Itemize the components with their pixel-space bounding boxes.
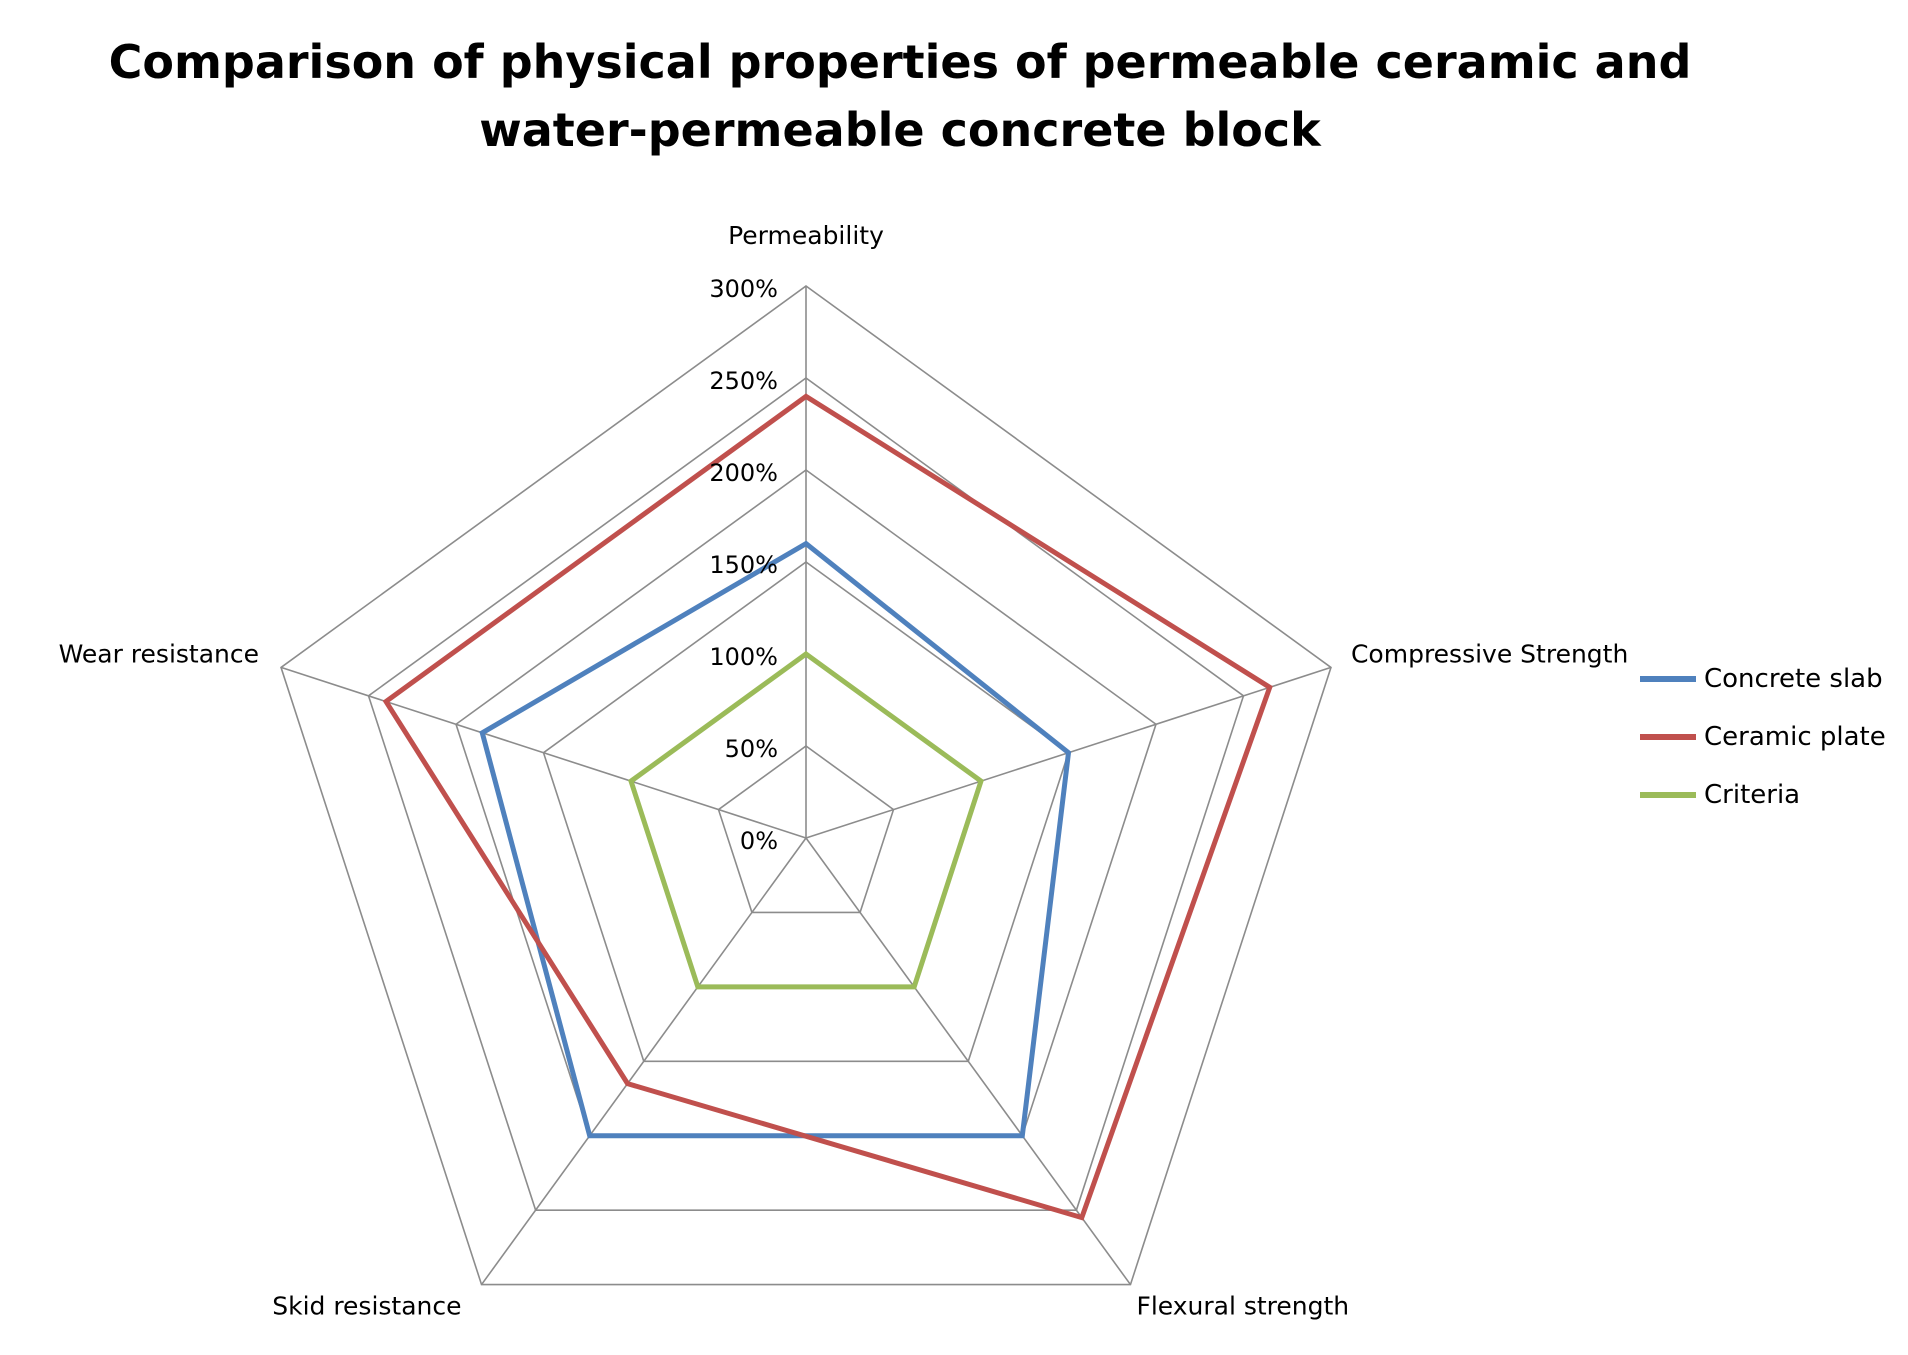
- axis-spoke-flexural-strength: [805, 837, 1132, 1286]
- category-label-permeability: Permeability: [728, 221, 884, 250]
- legend-item-concrete-slab: Concrete slab: [1640, 650, 1900, 708]
- legend-swatch-criteria: [1640, 792, 1696, 798]
- series-line-criteria: [628, 650, 984, 990]
- chart-title: Comparison of physical properties of per…: [108, 35, 1692, 157]
- tick-label-6: 300%: [709, 275, 778, 303]
- tick-label-1: 50%: [725, 735, 778, 763]
- legend: Concrete slab Ceramic plate Criteria: [1640, 650, 1900, 824]
- series-line-ceramic-plate: [382, 393, 1273, 1221]
- tick-label-2: 100%: [709, 643, 778, 671]
- grid-ring-1: [717, 745, 895, 914]
- category-label-skid-resistance: Skid resistance: [272, 1292, 461, 1321]
- legend-item-ceramic-plate: Ceramic plate: [1640, 708, 1900, 766]
- legend-label-criteria: Criteria: [1704, 780, 1801, 810]
- category-label-flexural-strength: Flexural strength: [1136, 1292, 1349, 1321]
- legend-swatch-concrete-slab: [1640, 676, 1696, 682]
- axis-spoke-skid-resistance: [480, 837, 807, 1286]
- category-label-wear-resistance: Wear resistance: [59, 639, 259, 668]
- grid-ring-5: [367, 377, 1245, 1211]
- tick-label-0: 0%: [740, 827, 778, 855]
- legend-label-concrete-slab: Concrete slab: [1704, 664, 1883, 694]
- series-lines: [382, 393, 1273, 1221]
- grid-ring-6: [280, 285, 1332, 1286]
- category-label-compressive-strength: Compressive Strength: [1351, 639, 1628, 668]
- legend-label-ceramic-plate: Ceramic plate: [1704, 722, 1886, 752]
- legend-item-criteria: Criteria: [1640, 766, 1900, 824]
- tick-label-5: 250%: [709, 367, 778, 395]
- tick-label-3: 150%: [709, 551, 778, 579]
- legend-swatch-ceramic-plate: [1640, 734, 1696, 740]
- axis-spoke-wear-resistance: [280, 666, 807, 839]
- axis-labels: 0% 50% 100% 150% 200% 250% 300% Permeability Com…: [59, 221, 1629, 1321]
- tick-label-4: 200%: [709, 459, 778, 487]
